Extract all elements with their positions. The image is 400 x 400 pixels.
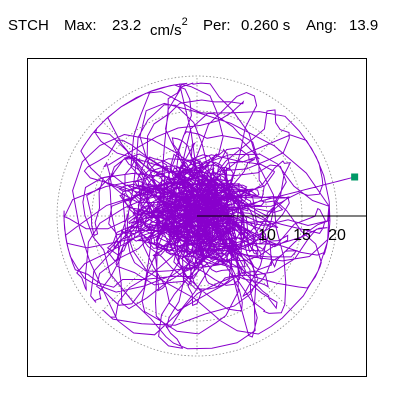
- grid-spoke-315: [196, 215, 297, 316]
- period-label: Per:: [203, 17, 231, 34]
- plot-frame: [27, 58, 367, 377]
- station-code: STCH: [8, 17, 49, 34]
- grid-spoke-225: [97, 215, 198, 316]
- max-label: Max:: [64, 17, 97, 34]
- max-point-marker: [351, 173, 359, 181]
- motion-trace: [63, 82, 355, 350]
- grid-spoke-45: [196, 116, 297, 217]
- radial-tick-labels: 10 15 20: [258, 227, 346, 244]
- max-unit: cm/s2: [150, 16, 188, 39]
- tick-label-10: 10: [258, 227, 276, 244]
- grid-spoke-135: [97, 116, 198, 217]
- max-unit-text: cm/s: [150, 22, 182, 39]
- tick-label-15: 15: [293, 227, 311, 244]
- max-value: 23.2: [112, 17, 142, 34]
- angle-label: Ang:: [306, 17, 337, 34]
- angle-value: 13.9: [349, 17, 379, 34]
- period-value: 0.260 s: [241, 17, 291, 34]
- tick-label-20: 20: [328, 227, 346, 244]
- max-unit-exponent: 2: [181, 16, 188, 28]
